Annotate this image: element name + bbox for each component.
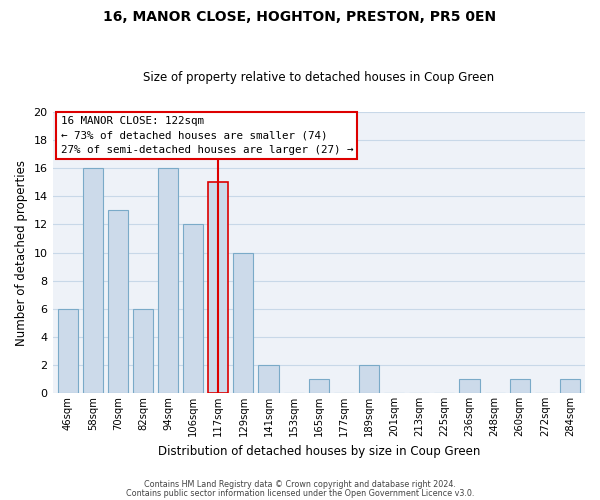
Bar <box>58 308 77 393</box>
Bar <box>183 224 203 393</box>
Bar <box>560 379 580 393</box>
Text: 16, MANOR CLOSE, HOGHTON, PRESTON, PR5 0EN: 16, MANOR CLOSE, HOGHTON, PRESTON, PR5 0… <box>103 10 497 24</box>
Bar <box>158 168 178 393</box>
Bar <box>83 168 103 393</box>
Bar <box>359 365 379 393</box>
Text: Contains public sector information licensed under the Open Government Licence v3: Contains public sector information licen… <box>126 488 474 498</box>
Bar <box>233 252 253 393</box>
Y-axis label: Number of detached properties: Number of detached properties <box>15 160 28 346</box>
Bar <box>309 379 329 393</box>
Bar <box>460 379 479 393</box>
Bar <box>259 365 278 393</box>
Bar <box>108 210 128 393</box>
Bar <box>208 182 229 393</box>
X-axis label: Distribution of detached houses by size in Coup Green: Distribution of detached houses by size … <box>158 444 480 458</box>
Text: 16 MANOR CLOSE: 122sqm
← 73% of detached houses are smaller (74)
27% of semi-det: 16 MANOR CLOSE: 122sqm ← 73% of detached… <box>61 116 353 155</box>
Text: Contains HM Land Registry data © Crown copyright and database right 2024.: Contains HM Land Registry data © Crown c… <box>144 480 456 489</box>
Title: Size of property relative to detached houses in Coup Green: Size of property relative to detached ho… <box>143 72 494 85</box>
Bar <box>509 379 530 393</box>
Bar <box>133 308 153 393</box>
